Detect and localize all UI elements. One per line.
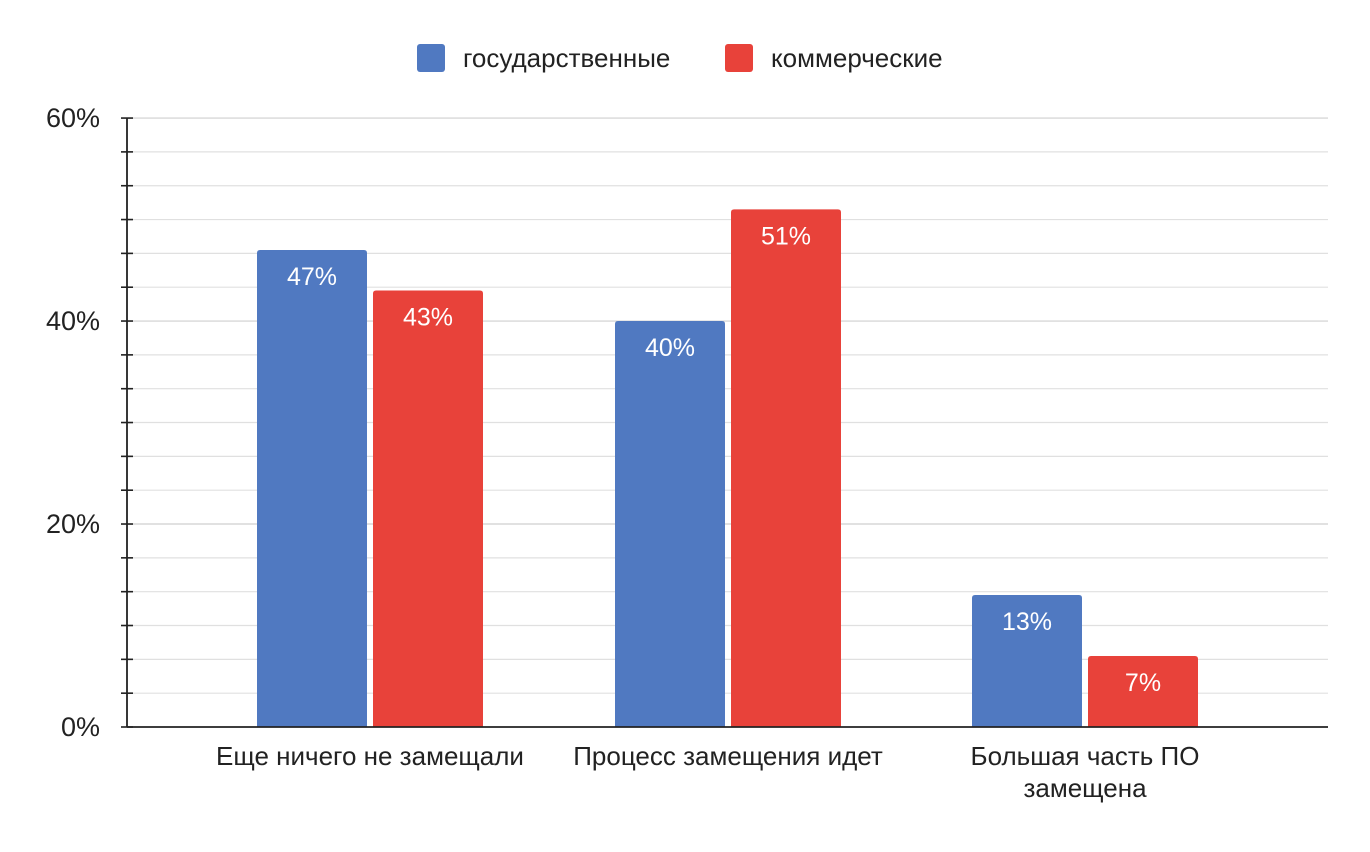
data-label: 51% (761, 222, 811, 250)
bar-gov-2 (615, 321, 725, 727)
data-label: 40% (645, 334, 695, 362)
x-tick-label: Процесс замещения идет (573, 741, 883, 771)
legend-label-com: коммерческие (771, 43, 943, 73)
axes: 0% 20% 40% 60% Еще ничего не замещали Процесс… (46, 103, 1328, 803)
data-label: 47% (287, 263, 337, 291)
bar-com-2 (731, 209, 841, 728)
x-tick-label: Большая часть ПО замещена (971, 741, 1200, 803)
legend: государственные коммерческие (417, 43, 943, 73)
bars (257, 209, 1198, 728)
bar-com-3 (1088, 655, 1198, 727)
data-label: 43% (403, 304, 453, 332)
bar-gov-1 (257, 249, 367, 727)
y-tick-label: 60% (46, 103, 100, 133)
data-label: 13% (1002, 608, 1052, 636)
legend-label-gov: государственные (463, 43, 670, 73)
data-label: 7% (1125, 669, 1161, 697)
data-labels: 47% 40% 13% 43% 51% 7% (287, 222, 1161, 697)
y-tick-label: 20% (46, 509, 100, 539)
legend-swatch-gov (417, 44, 445, 72)
bar-gov-3 (972, 595, 1082, 727)
legend-swatch-com (725, 44, 753, 72)
y-tick-label: 0% (61, 712, 100, 742)
y-tick-label: 40% (46, 306, 100, 336)
bar-com-1 (373, 290, 483, 727)
x-tick-label: Еще ничего не замещали (216, 741, 524, 771)
